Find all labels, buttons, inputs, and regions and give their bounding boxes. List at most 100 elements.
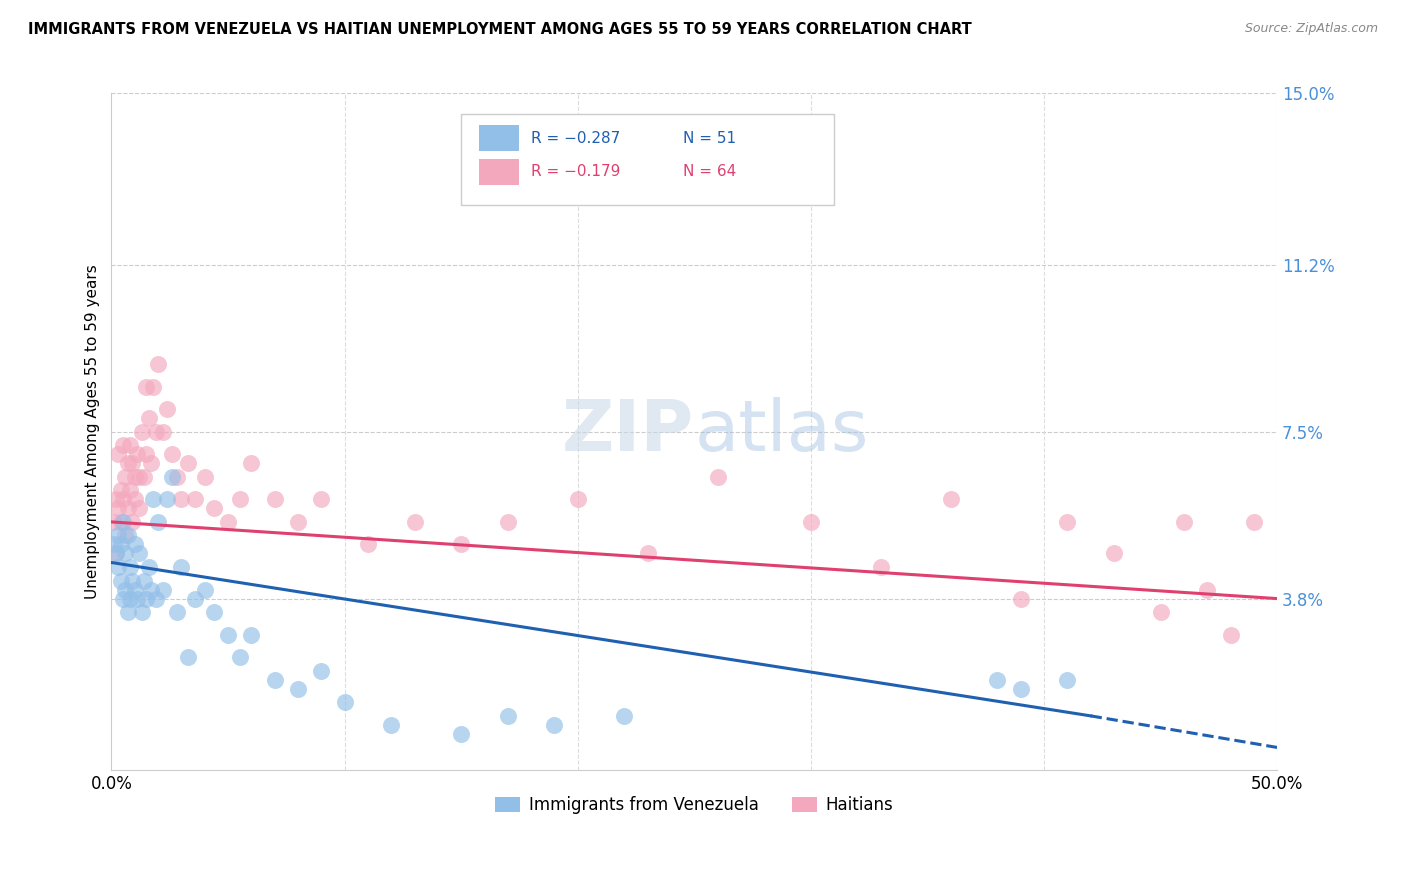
Point xyxy=(110,483,132,498)
Point xyxy=(543,718,565,732)
Text: ZIP: ZIP xyxy=(562,397,695,467)
Point xyxy=(170,560,193,574)
Legend: Immigrants from Venezuela, Haitians: Immigrants from Venezuela, Haitians xyxy=(486,788,901,822)
Point xyxy=(380,718,402,732)
Point xyxy=(333,695,356,709)
Text: R = −0.179: R = −0.179 xyxy=(531,164,620,179)
Point xyxy=(228,492,250,507)
Point xyxy=(228,650,250,665)
FancyBboxPatch shape xyxy=(478,125,519,151)
Point xyxy=(1219,628,1241,642)
Point xyxy=(146,515,169,529)
Point xyxy=(117,456,139,470)
Point xyxy=(152,425,174,439)
Point xyxy=(135,447,157,461)
Point xyxy=(240,456,263,470)
Point xyxy=(152,582,174,597)
Point xyxy=(613,709,636,723)
Text: Source: ZipAtlas.com: Source: ZipAtlas.com xyxy=(1244,22,1378,36)
Point xyxy=(1149,605,1171,619)
Point xyxy=(146,357,169,371)
Point xyxy=(404,515,426,529)
Point xyxy=(1056,673,1078,687)
Point xyxy=(1010,681,1032,696)
Point xyxy=(121,515,143,529)
Point xyxy=(156,402,179,417)
Point xyxy=(450,537,472,551)
Point xyxy=(166,605,188,619)
Point xyxy=(142,379,165,393)
Point xyxy=(117,501,139,516)
Point xyxy=(107,528,129,542)
Point xyxy=(128,501,150,516)
Point xyxy=(135,379,157,393)
Point xyxy=(160,470,183,484)
Point xyxy=(184,591,207,606)
Point xyxy=(110,574,132,588)
Point xyxy=(1173,515,1195,529)
Point xyxy=(125,447,148,461)
Point xyxy=(120,560,142,574)
Text: R = −0.287: R = −0.287 xyxy=(531,130,620,145)
Point xyxy=(706,470,728,484)
Point xyxy=(357,537,380,551)
Point xyxy=(1197,582,1219,597)
Point xyxy=(120,438,142,452)
Point xyxy=(128,546,150,560)
Point xyxy=(1056,515,1078,529)
Point xyxy=(124,470,146,484)
Point xyxy=(107,560,129,574)
Point xyxy=(496,515,519,529)
Point xyxy=(114,582,136,597)
Point xyxy=(138,411,160,425)
Text: N = 51: N = 51 xyxy=(683,130,735,145)
Point xyxy=(287,681,309,696)
Point xyxy=(117,605,139,619)
Point xyxy=(120,591,142,606)
Point xyxy=(496,709,519,723)
Point xyxy=(121,574,143,588)
Point xyxy=(986,673,1008,687)
Point xyxy=(132,574,155,588)
Point xyxy=(139,456,162,470)
Point xyxy=(110,515,132,529)
Point xyxy=(939,492,962,507)
Point xyxy=(125,591,148,606)
Point xyxy=(1243,515,1265,529)
Point xyxy=(800,515,823,529)
Point xyxy=(107,501,129,516)
Point xyxy=(177,650,200,665)
FancyBboxPatch shape xyxy=(478,159,519,185)
Point xyxy=(202,605,225,619)
Point xyxy=(131,425,153,439)
Point xyxy=(112,492,135,507)
Point xyxy=(1102,546,1125,560)
Point xyxy=(117,528,139,542)
Point xyxy=(124,492,146,507)
Point xyxy=(112,438,135,452)
Point xyxy=(105,546,128,560)
Point xyxy=(156,492,179,507)
Text: atlas: atlas xyxy=(695,397,869,467)
Point xyxy=(112,591,135,606)
Point xyxy=(121,456,143,470)
Point xyxy=(103,515,125,529)
Point xyxy=(112,515,135,529)
Point xyxy=(132,470,155,484)
Point xyxy=(170,492,193,507)
Point xyxy=(567,492,589,507)
Point xyxy=(184,492,207,507)
Point xyxy=(120,483,142,498)
Point xyxy=(124,582,146,597)
Point xyxy=(105,546,128,560)
Point xyxy=(114,470,136,484)
Point xyxy=(202,501,225,516)
Point xyxy=(138,560,160,574)
Point xyxy=(131,605,153,619)
Point xyxy=(128,470,150,484)
Point xyxy=(194,470,217,484)
Point xyxy=(135,591,157,606)
Point xyxy=(114,546,136,560)
Point xyxy=(1010,591,1032,606)
Point xyxy=(177,456,200,470)
